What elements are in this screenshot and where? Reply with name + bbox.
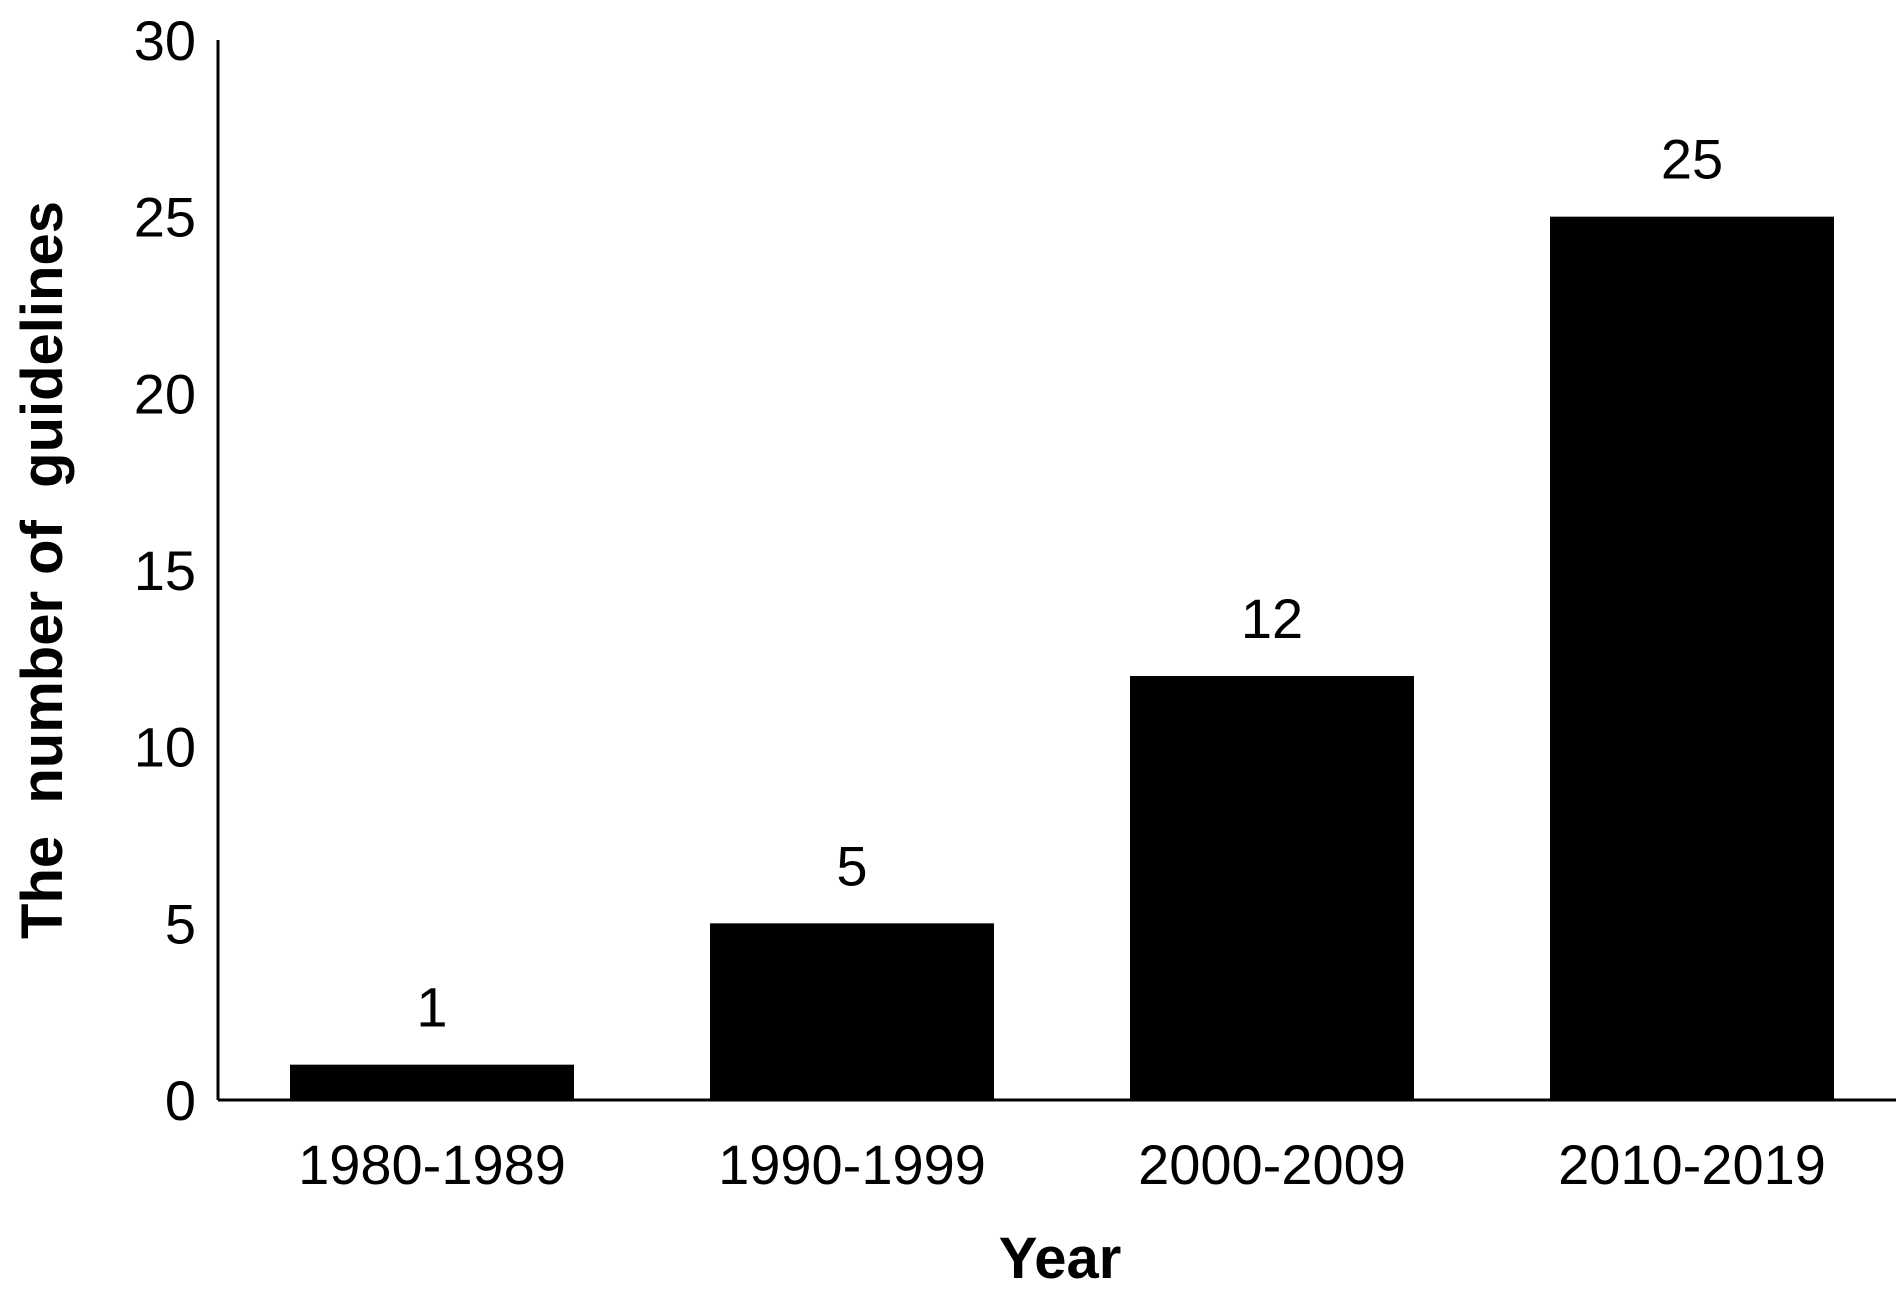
x-tick-labels-group: 1980-1989 1990-1999 2000-2009 2010-2019 [298,1133,1826,1196]
x-tick-label: 2000-2009 [1138,1133,1406,1196]
x-tick-label: 1980-1989 [298,1133,566,1196]
y-tick-labels-group: 0 5 10 15 20 25 30 [134,9,196,1132]
bars-group [290,216,1834,1100]
bar-2000-2009 [1130,676,1414,1100]
data-labels-group: 1 5 12 25 [416,128,1723,1039]
bar-1990-1999 [710,923,994,1100]
data-label: 25 [1661,128,1723,191]
x-tick-label: 2010-2019 [1558,1133,1826,1196]
y-tick-label: 15 [134,539,196,602]
y-tick-label: 25 [134,186,196,249]
x-tick-label: 1990-1999 [718,1133,986,1196]
bar-2010-2019 [1550,216,1834,1100]
y-axis-title: The number of guidelines [10,201,75,939]
data-label: 5 [836,834,867,897]
x-axis-title: Year [999,1226,1122,1291]
data-label: 12 [1241,587,1303,650]
y-tick-label: 5 [165,892,196,955]
y-tick-label: 0 [165,1069,196,1132]
y-tick-label: 10 [134,716,196,779]
y-tick-label: 20 [134,362,196,425]
data-label: 1 [416,976,447,1039]
bar-1980-1989 [290,1064,574,1100]
y-tick-label: 30 [134,9,196,72]
